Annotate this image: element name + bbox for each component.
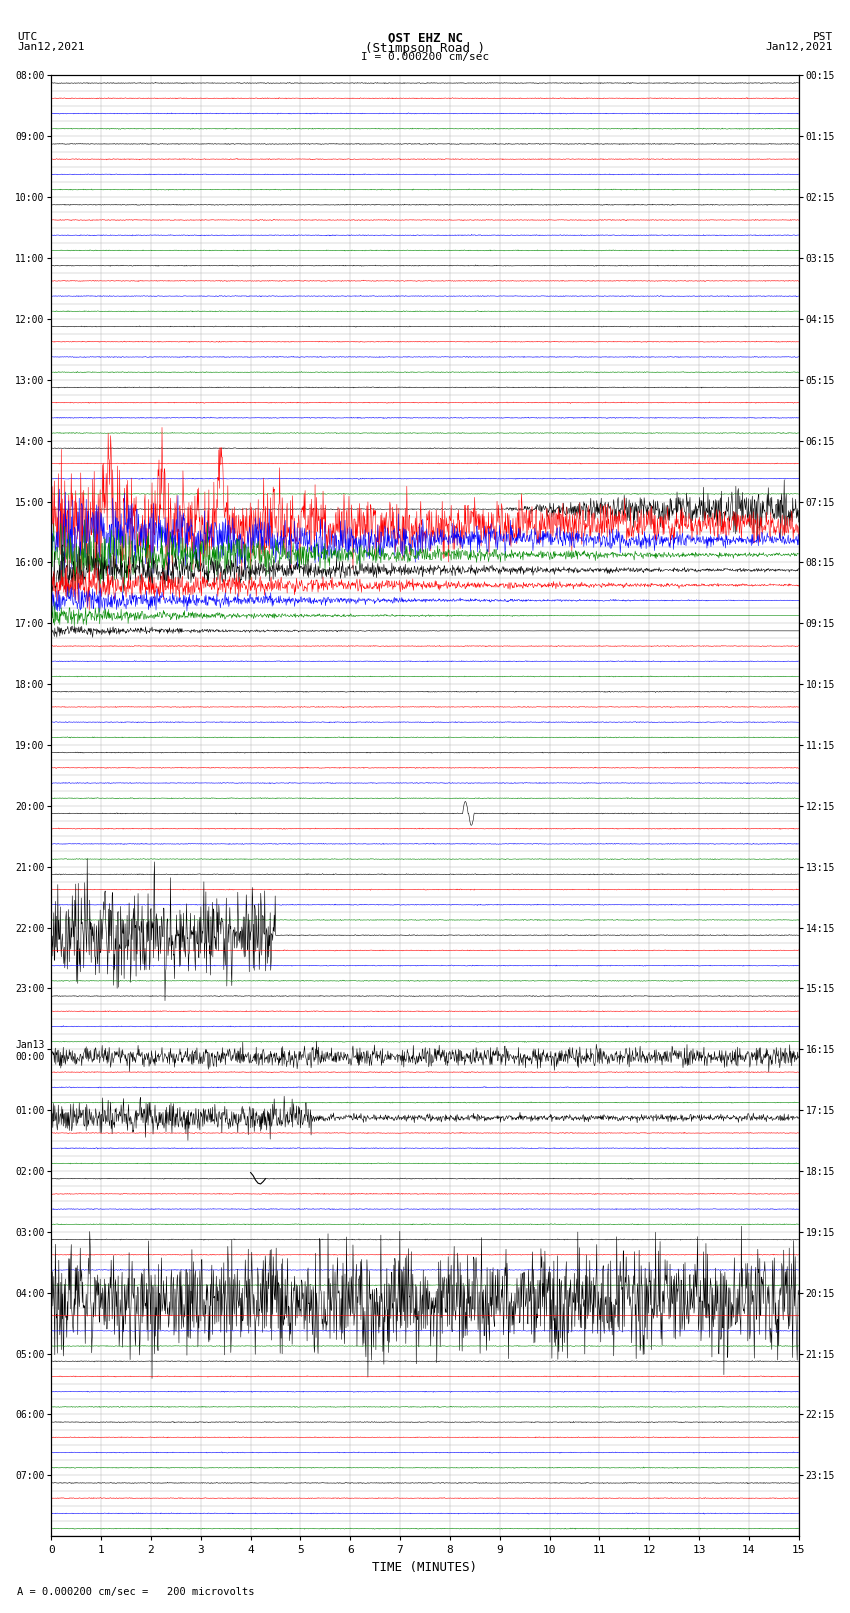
Text: Jan12,2021: Jan12,2021 [766,42,833,52]
X-axis label: TIME (MINUTES): TIME (MINUTES) [372,1561,478,1574]
Text: A = 0.000200 cm/sec =   200 microvolts: A = 0.000200 cm/sec = 200 microvolts [17,1587,254,1597]
Text: PST: PST [813,32,833,42]
Text: UTC: UTC [17,32,37,42]
Text: (Stimpson Road ): (Stimpson Road ) [365,42,485,55]
Text: OST EHZ NC: OST EHZ NC [388,32,462,45]
Text: Jan12,2021: Jan12,2021 [17,42,84,52]
Text: I = 0.000200 cm/sec: I = 0.000200 cm/sec [361,52,489,61]
